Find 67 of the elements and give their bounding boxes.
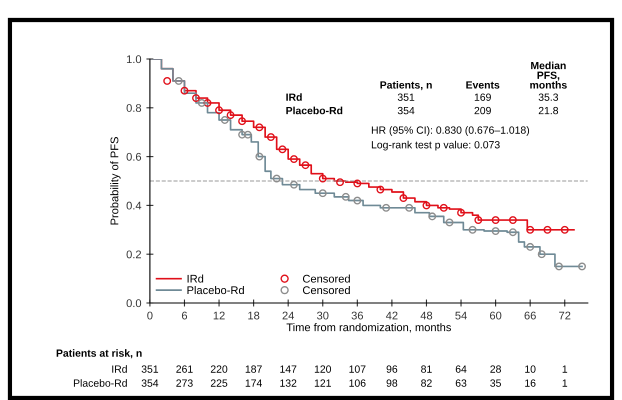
- text: 351: [142, 365, 158, 373]
- annotation: 354: [398, 106, 414, 114]
- x-tick-label: 60: [490, 312, 502, 320]
- legend-label: Placebo-Rd: [187, 286, 244, 294]
- y-tick-label: 1.0: [126, 55, 142, 64]
- text: 273: [176, 379, 193, 387]
- annotation: Log-rank test p value: 0.073: [372, 140, 500, 150]
- legend-label: IRd: [188, 274, 204, 283]
- legend-label: Censored: [302, 286, 350, 294]
- annotation: 169: [474, 93, 491, 101]
- text: IRd: [112, 365, 127, 373]
- text: 1: [562, 380, 568, 387]
- text: 220: [210, 365, 228, 373]
- annotation: 35.3: [538, 93, 558, 101]
- x-tick-label: 72: [559, 312, 570, 320]
- legend-label: Censored: [302, 274, 350, 283]
- x-tick-label: 30: [316, 312, 328, 320]
- x-tick-label: 24: [282, 312, 294, 320]
- x-tick-label: 6: [182, 312, 188, 320]
- annotation: 21.8: [538, 106, 558, 114]
- text: 187: [246, 365, 262, 373]
- y-axis-title: Probability of PFS: [110, 137, 121, 225]
- x-tick-label: 36: [352, 312, 364, 320]
- text: 35: [490, 379, 501, 387]
- y-tick-label: 0.6: [126, 152, 142, 161]
- text: 81: [421, 365, 432, 373]
- text: 261: [176, 365, 193, 373]
- annotation: Median PFS, months: [530, 62, 567, 89]
- x-tick-label: 42: [386, 312, 398, 320]
- text: 1: [562, 366, 568, 373]
- text: 354: [142, 379, 158, 387]
- text: 174: [246, 380, 262, 387]
- text: 147: [280, 366, 296, 373]
- y-tick-label: 0.0: [126, 299, 142, 308]
- annotation: Placebo-Rd: [286, 106, 342, 114]
- x-tick-label: 12: [214, 312, 225, 320]
- text: 64: [456, 365, 467, 373]
- text: Placebo-Rd: [74, 379, 127, 387]
- annotation: Patients, n: [380, 81, 432, 90]
- text: 96: [386, 365, 398, 373]
- text: 10: [525, 365, 536, 373]
- x-tick-label: 66: [524, 312, 536, 320]
- text: 106: [349, 379, 366, 387]
- text: 132: [280, 379, 296, 387]
- text: 16: [525, 379, 536, 387]
- annotation: 209: [474, 106, 491, 114]
- text: 82: [421, 379, 432, 387]
- text: 107: [349, 365, 366, 373]
- annotation: Events: [466, 81, 500, 89]
- annotation: IRd: [286, 93, 302, 101]
- x-tick-label: 18: [248, 312, 260, 320]
- y-tick-label: 0.8: [126, 104, 142, 112]
- y-tick-label: 0.2: [126, 250, 142, 258]
- text: 121: [314, 379, 331, 387]
- text: 63: [456, 379, 466, 387]
- y-tick-label: 0.4: [126, 202, 142, 210]
- text: 225: [210, 379, 228, 387]
- x-tick-label: 54: [455, 312, 467, 320]
- annotation: HR (95% CI): 0.830 (0.676–1.018): [372, 126, 530, 136]
- text: 120: [314, 365, 332, 373]
- x-axis-title: Time from randomization, months: [286, 323, 451, 333]
- text: 98: [386, 379, 398, 387]
- text: 28: [490, 365, 501, 373]
- text: Patients at risk, n: [56, 349, 142, 358]
- x-tick-label: 0: [147, 312, 153, 320]
- x-tick-label: 48: [420, 312, 432, 320]
- annotation: 351: [398, 93, 414, 101]
